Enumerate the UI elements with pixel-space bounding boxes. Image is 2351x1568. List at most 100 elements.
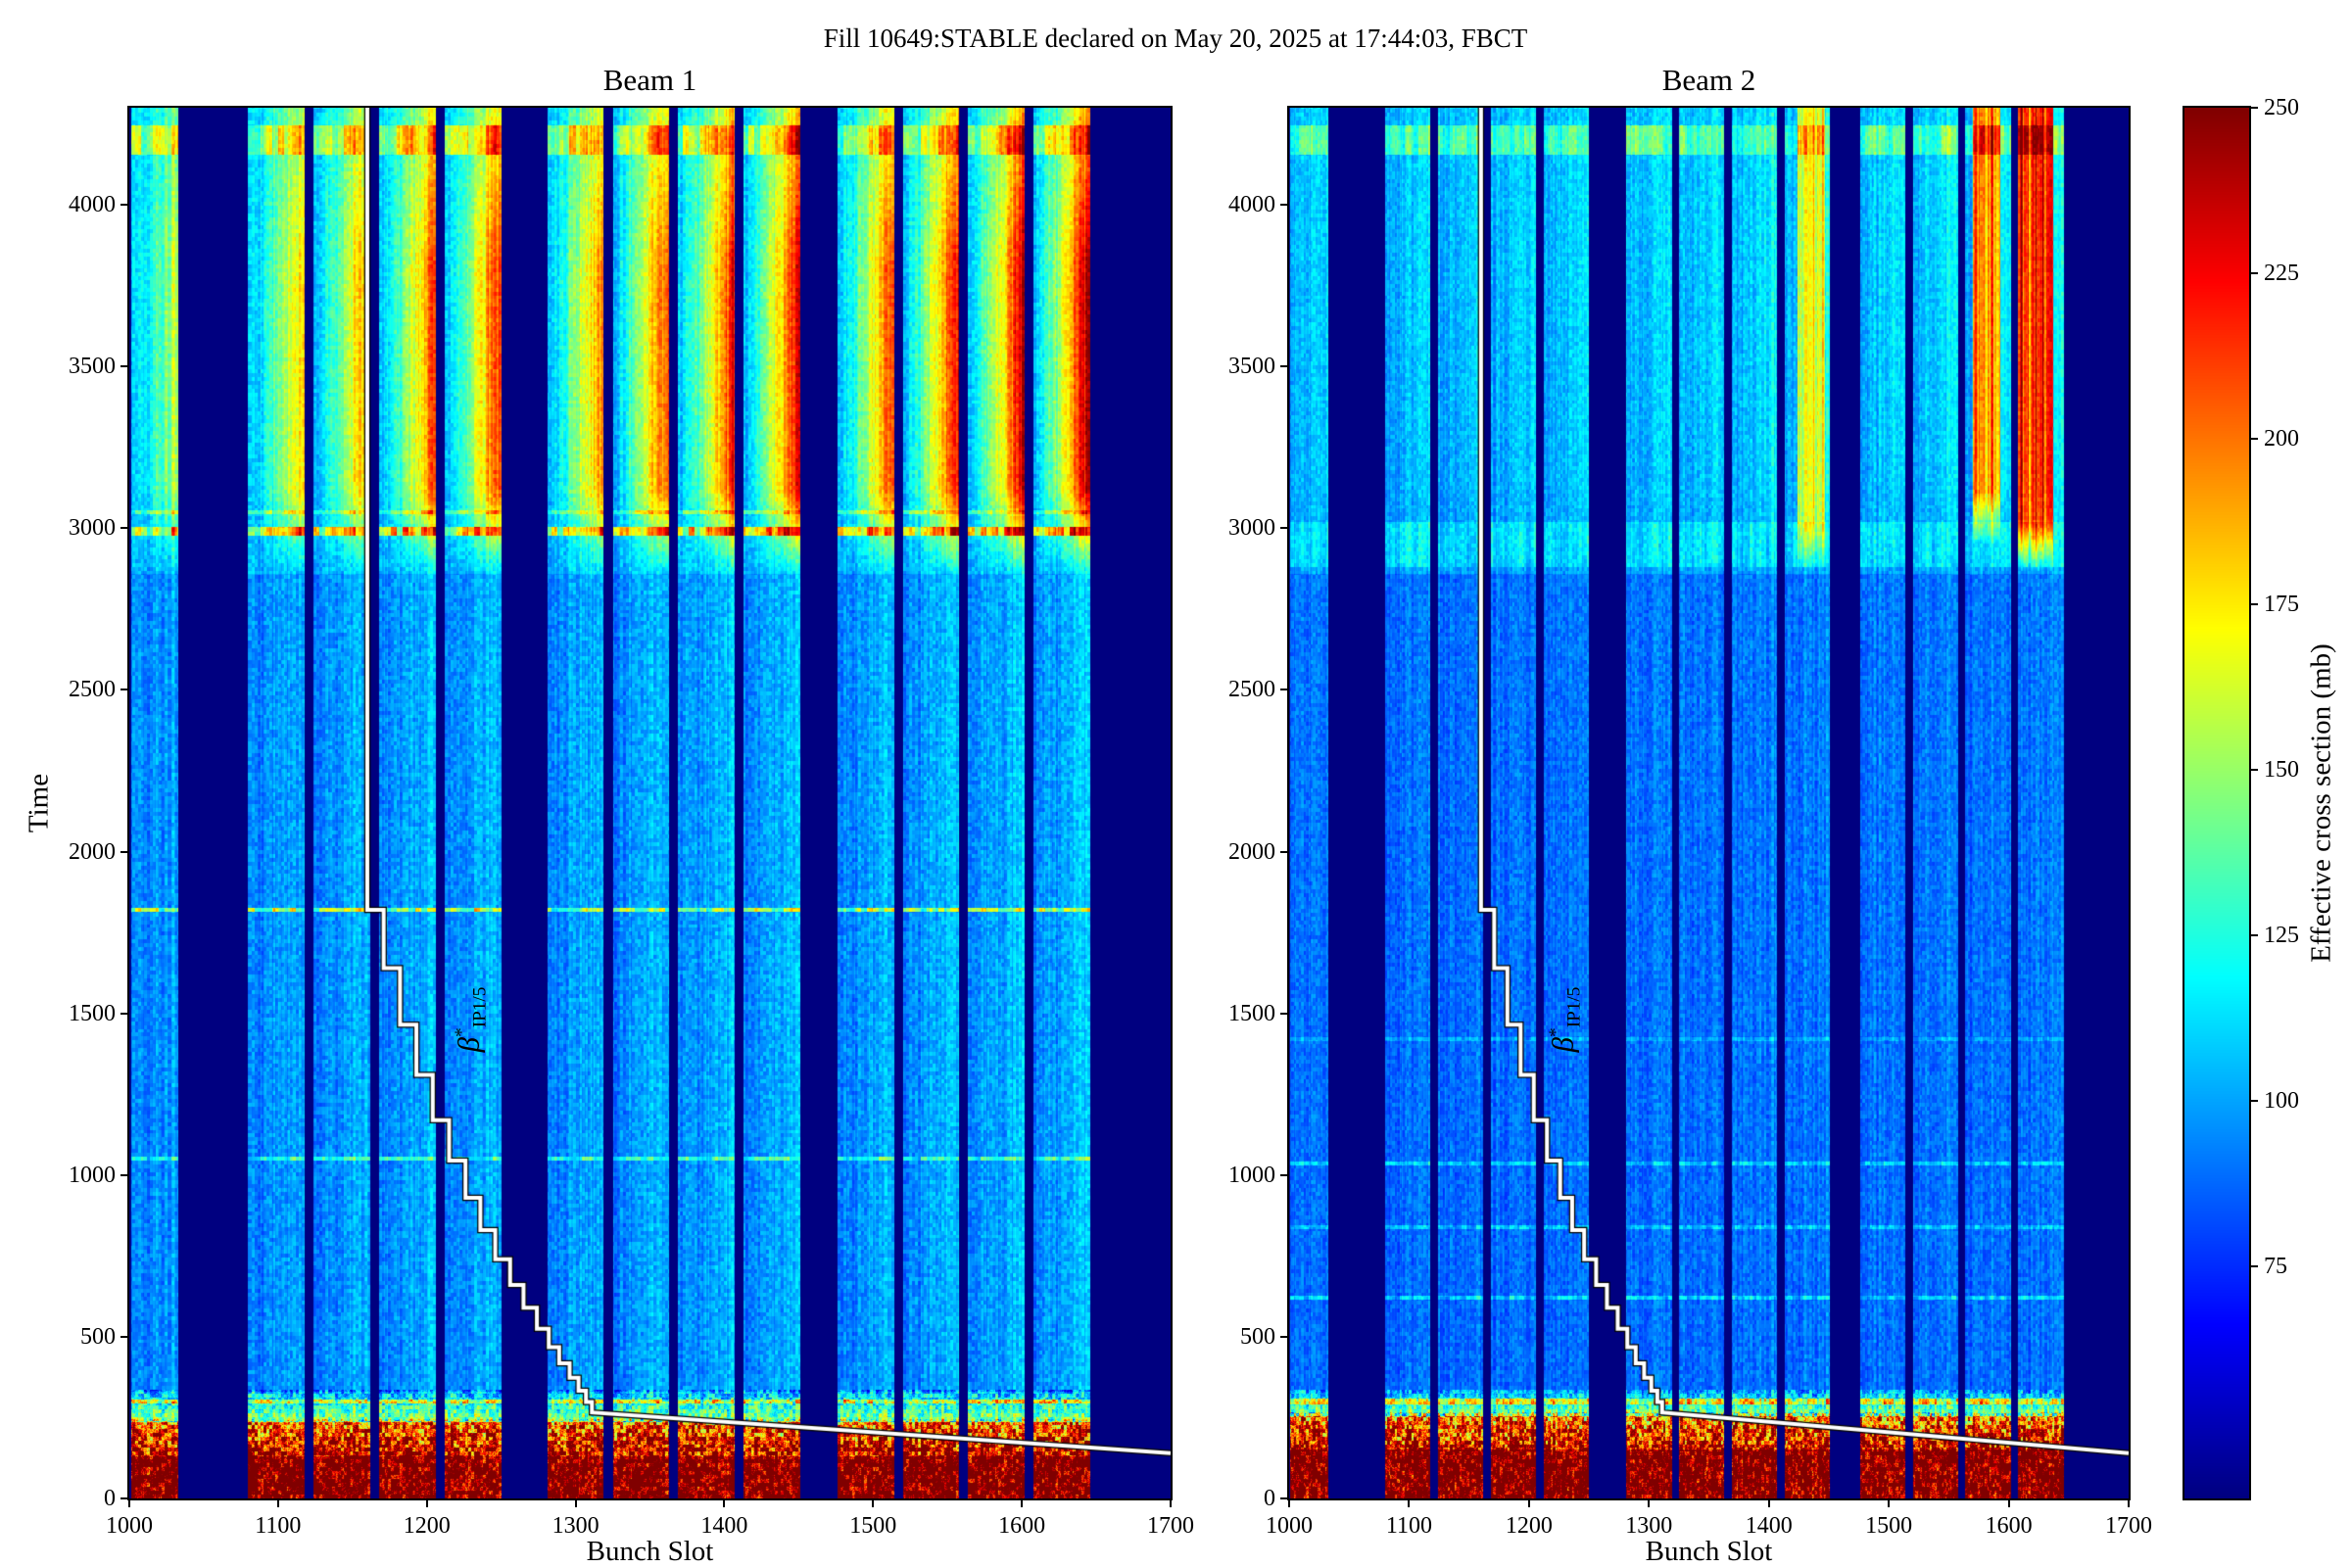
- beta-symbol: β: [1544, 1037, 1579, 1053]
- subplot-beam1: Beam 1 β*IP1/5 Bunch Slot Time 1000 1100 1…: [24, 63, 1195, 1567]
- x-tick-label: 1700: [2105, 1513, 2152, 1539]
- y-tick-mark: [1280, 204, 1289, 207]
- figure-title: Fill 10649:STABLE declared on May 20, 20…: [823, 24, 1528, 53]
- x-tick-label: 1200: [1505, 1513, 1553, 1539]
- beam2-beta-star-label: β*IP1/5: [1545, 987, 1585, 1053]
- y-tick-mark: [1280, 1173, 1289, 1176]
- y-tick-mark: [1280, 527, 1289, 530]
- x-tick-label: 1500: [849, 1513, 897, 1539]
- y-tick-label: 1000: [69, 1162, 116, 1188]
- beam1-title: Beam 1: [602, 63, 697, 97]
- x-tick-label: 1500: [1865, 1513, 1913, 1539]
- x-tick-mark: [1288, 1498, 1290, 1507]
- colorbar-tick-label: 125: [2264, 923, 2299, 949]
- y-tick-label: 3500: [1228, 354, 1275, 380]
- beam2-title: Beam 2: [1661, 63, 1756, 97]
- y-tick-label: 2500: [69, 677, 116, 703]
- x-tick-label: 1400: [1745, 1513, 1793, 1539]
- y-tick-label: 2000: [1228, 838, 1275, 865]
- y-tick-mark: [120, 1497, 129, 1499]
- beam1-beta-star-label: β*IP1/5: [452, 987, 492, 1053]
- x-tick-mark: [1170, 1498, 1172, 1507]
- colorbar-tick-mark: [2249, 1265, 2258, 1268]
- y-tick-mark: [1280, 689, 1289, 691]
- x-tick-mark: [1767, 1498, 1770, 1507]
- y-tick-mark: [1280, 1012, 1289, 1015]
- y-tick-mark: [120, 204, 129, 207]
- y-tick-label: 2500: [1228, 677, 1275, 703]
- x-tick-mark: [2007, 1498, 2010, 1507]
- colorbar-tick-mark: [2249, 1100, 2258, 1103]
- colorbar-tick-mark: [2249, 438, 2258, 441]
- y-tick-label: 0: [1264, 1486, 1275, 1511]
- x-tick-mark: [574, 1498, 577, 1507]
- y-tick-mark: [1280, 365, 1289, 368]
- colorbar-tick-label: 150: [2264, 757, 2299, 784]
- colorbar-label: Effective cross section (mb): [2305, 643, 2337, 963]
- colorbar-canvas: [2184, 108, 2249, 1498]
- colorbar-tick-label: 250: [2264, 95, 2299, 120]
- x-tick-mark: [2128, 1498, 2130, 1507]
- beta-superscript: *: [452, 1027, 473, 1038]
- y-tick-label: 3000: [69, 515, 116, 542]
- y-tick-label: 1500: [1228, 1000, 1275, 1026]
- y-tick-mark: [120, 527, 129, 530]
- colorbar-tick-label: 100: [2264, 1088, 2299, 1115]
- y-tick-label: 3000: [1228, 515, 1275, 542]
- x-tick-label: 1600: [998, 1513, 1046, 1539]
- y-tick-mark: [120, 1012, 129, 1015]
- x-tick-label: 1000: [1266, 1513, 1313, 1539]
- y-tick-mark: [120, 850, 129, 853]
- subplot-beam2: Beam 2 β*IP1/5 Bunch Slot 1000 1100 1200 13…: [1228, 63, 2152, 1567]
- x-tick-label: 1200: [403, 1513, 451, 1539]
- x-tick-label: 1100: [255, 1513, 302, 1539]
- x-tick-mark: [1648, 1498, 1651, 1507]
- x-tick-mark: [1888, 1498, 1891, 1507]
- beam1-ylabel: Time: [23, 773, 55, 833]
- y-tick-label: 3500: [69, 354, 116, 380]
- y-tick-label: 2000: [69, 838, 116, 865]
- y-tick-label: 1500: [69, 1000, 116, 1026]
- x-tick-label: 1700: [1147, 1513, 1194, 1539]
- y-tick-label: 0: [104, 1486, 116, 1511]
- x-tick-label: 1100: [1385, 1513, 1432, 1539]
- colorbar-tick-mark: [2249, 272, 2258, 275]
- x-tick-label: 1400: [700, 1513, 748, 1539]
- colorbar-tick-mark: [2249, 934, 2258, 937]
- colorbar-tick-label: 75: [2264, 1254, 2287, 1280]
- y-tick-mark: [1280, 850, 1289, 853]
- colorbar-tick-mark: [2249, 107, 2258, 109]
- x-tick-label: 1000: [106, 1513, 153, 1539]
- y-tick-mark: [120, 1173, 129, 1176]
- beta-symbol: β: [451, 1037, 486, 1053]
- x-tick-label: 1300: [1625, 1513, 1673, 1539]
- beam1-xlabel: Bunch Slot: [586, 1536, 714, 1567]
- y-tick-mark: [1280, 1335, 1289, 1338]
- x-tick-mark: [1408, 1498, 1411, 1507]
- colorbar: Effective cross section (mb) 75 100 125 150…: [2183, 96, 2337, 1500]
- beta-superscript: *: [1545, 1027, 1566, 1038]
- y-tick-label: 500: [1240, 1323, 1275, 1350]
- beam2-xlabel: Bunch Slot: [1645, 1536, 1773, 1567]
- x-tick-mark: [1527, 1498, 1530, 1507]
- y-tick-mark: [120, 689, 129, 691]
- y-tick-mark: [120, 365, 129, 368]
- y-tick-label: 500: [80, 1323, 116, 1350]
- x-tick-mark: [276, 1498, 279, 1507]
- beam1-heatmap-canvas: [129, 108, 1171, 1498]
- x-tick-label: 1600: [1985, 1513, 2033, 1539]
- colorbar-tick-label: 200: [2264, 426, 2299, 452]
- colorbar-tick-label: 225: [2264, 261, 2299, 287]
- beam2-heatmap-canvas: [1289, 108, 2129, 1498]
- colorbar-tick-label: 175: [2264, 592, 2299, 618]
- y-tick-mark: [120, 1335, 129, 1338]
- colorbar-tick-mark: [2249, 769, 2258, 772]
- x-tick-mark: [1021, 1498, 1024, 1507]
- y-tick-label: 4000: [1228, 192, 1275, 218]
- x-tick-mark: [872, 1498, 875, 1507]
- y-tick-mark: [1280, 1497, 1289, 1499]
- colorbar-tick-mark: [2249, 603, 2258, 606]
- beta-subscript: IP1/5: [1563, 986, 1585, 1028]
- y-tick-label: 1000: [1228, 1162, 1275, 1188]
